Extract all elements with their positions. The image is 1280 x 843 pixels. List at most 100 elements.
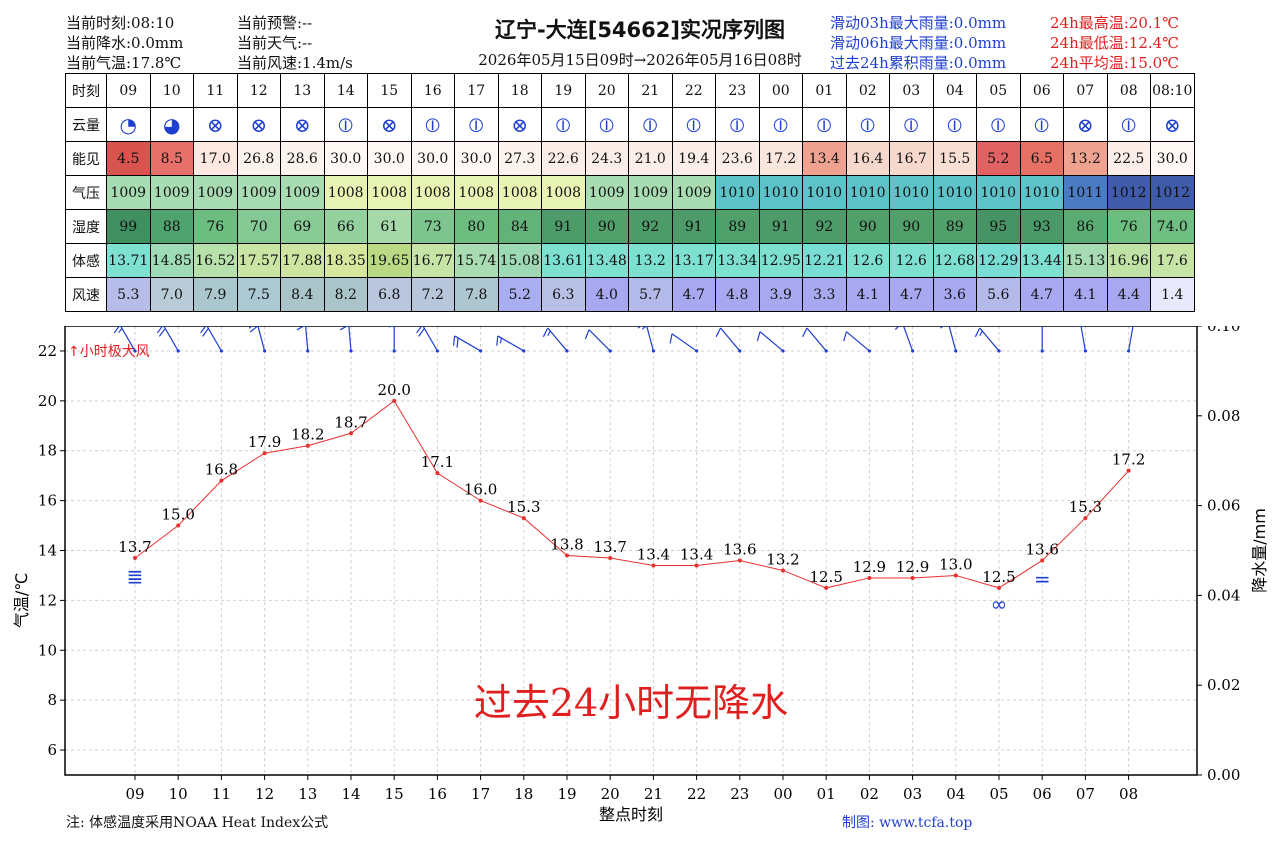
table-row-hour: 时刻 09 10 11 12 13 14 15 16 17 18 19 20 21 22 23 00 01 02 03…	[65, 73, 1195, 108]
feels-like-cell: 13.48	[584, 243, 629, 278]
y-tick-label: 12	[38, 591, 57, 609]
feels-like-cell: 16.77	[410, 243, 455, 278]
y2-tick-label: 0.00	[1207, 766, 1240, 784]
table-row-wind-speed: 风速 5.3 7.0 7.9 7.5 8.4 8.2 6.8 7.2 7.8 5.2 6.3 4.0 5.…	[65, 277, 1195, 312]
wind-barb	[248, 326, 267, 353]
pressure-cell: 1010	[1019, 175, 1064, 210]
feels-like-cell: 12.6	[889, 243, 934, 278]
humidity-cell: 61	[367, 209, 412, 244]
temperature-data-label: 17.2	[1112, 451, 1145, 469]
feels-like-cell: 16.96	[1106, 243, 1151, 278]
feels-like-cell: 12.29	[976, 243, 1021, 278]
humidity-cell: 73	[410, 209, 455, 244]
pressure-cell: 1008	[541, 175, 586, 210]
pressure-cell: 1009	[584, 175, 629, 210]
humidity-cell: 91	[541, 209, 586, 244]
cloud-cell: ⦶	[671, 107, 716, 142]
x-tick-label: 17	[471, 785, 490, 803]
pressure-cell: 1008	[410, 175, 455, 210]
y-tick-label: 20	[38, 392, 57, 410]
temperature-data-label: 13.8	[550, 535, 583, 553]
table-row-feels-like: 体感 13.71 14.85 16.52 17.57 17.88 18.35 19.65 16.…	[65, 243, 1195, 278]
feels-like-cell: 15.08	[497, 243, 542, 278]
temperature-data-label: 15.3	[507, 498, 540, 516]
visibility-cell: 5.2	[976, 141, 1021, 176]
feels-like-cell: 13.34	[715, 243, 760, 278]
x-tick-label: 21	[644, 785, 663, 803]
maker-credit[interactable]: 制图: www.tcfa.top	[842, 815, 973, 831]
temperature-point	[651, 563, 656, 568]
pressure-cell: 1010	[889, 175, 934, 210]
weather-symbol: =	[1034, 567, 1051, 591]
cloud-cell: ⦶	[1106, 107, 1151, 142]
temperature-point	[349, 431, 353, 436]
wind-barb	[715, 327, 742, 353]
rain-3h: 滑动03h最大雨量:0.0mm	[830, 14, 1007, 32]
x-tick-label: 16	[428, 785, 447, 803]
x-tick-label: 03	[903, 785, 922, 803]
hour-cell: 14	[323, 73, 368, 108]
hour-cell: 08	[1106, 73, 1151, 108]
wind-speed-cell: 4.7	[1019, 277, 1064, 312]
cloud-cell: ⊗	[193, 107, 238, 142]
pressure-cell: 1010	[715, 175, 760, 210]
feels-like-cell: 12.68	[932, 243, 977, 278]
pressure-cell: 1010	[758, 175, 803, 210]
y-tick-label: 8	[47, 691, 57, 709]
humidity-cell: 92	[802, 209, 847, 244]
y2-tick-label: 0.06	[1207, 497, 1240, 515]
wind-barb	[416, 326, 439, 353]
x-tick-label: 13	[298, 785, 317, 803]
wind-speed-cell: 4.1	[1063, 277, 1108, 312]
feels-like-cell: 19.65	[367, 243, 412, 278]
cloud-cell: ⦶	[1019, 107, 1064, 142]
wind-speed-cell: 7.2	[410, 277, 455, 312]
temperature-data-label: 12.9	[853, 558, 886, 576]
current-weather: 当前天气:--	[237, 34, 313, 52]
wind-speed-cell: 5.7	[628, 277, 673, 312]
hour-cell: 07	[1063, 73, 1108, 108]
hour-cell: 10	[149, 73, 194, 108]
temperature-point	[392, 398, 397, 403]
temperature-point	[176, 523, 181, 528]
wind-speed-cell: 3.9	[758, 277, 803, 312]
humidity-cell: 69	[280, 209, 325, 244]
humidity-cell: 86	[1063, 209, 1108, 244]
wind-barb	[802, 327, 828, 353]
temperature-data-label: 13.7	[593, 538, 626, 556]
wind-barb	[542, 327, 569, 353]
pressure-cell: 1009	[628, 175, 673, 210]
pressure-cell: 1011	[1063, 175, 1108, 210]
wind-speed-cell: 4.0	[584, 277, 629, 312]
hour-cell: 23	[715, 73, 760, 108]
time-range: 2026年05月15日09时→2026年05月16日08时	[478, 51, 802, 69]
humidity-cell: 90	[584, 209, 629, 244]
x-tick-label: 22	[687, 785, 706, 803]
hour-cell: 21	[628, 73, 673, 108]
x-tick-label: 04	[946, 785, 965, 803]
cloud-cell: ⦶	[889, 107, 934, 142]
temp-avg-24h: 24h平均温:15.0℃	[1050, 54, 1179, 72]
visibility-cell: 8.5	[149, 141, 194, 176]
humidity-cell: 74.0	[1150, 209, 1195, 244]
pressure-cell: 1009	[149, 175, 194, 210]
cloud-cell: ⦶	[628, 107, 673, 142]
temperature-data-label: 13.4	[680, 545, 713, 563]
feels-like-cell: 12.6	[845, 243, 890, 278]
y-axis-label: 气温/℃	[12, 573, 31, 628]
visibility-cell: 30.0	[323, 141, 368, 176]
y-tick-label: 14	[38, 542, 57, 560]
wind-speed-cell: 7.0	[149, 277, 194, 312]
cloud-cell: ⊗	[280, 107, 325, 142]
hour-cell: 06	[1019, 73, 1064, 108]
feels-like-cell: 17.57	[236, 243, 281, 278]
wind-barb	[1040, 326, 1044, 353]
visibility-cell: 4.5	[106, 141, 151, 176]
visibility-cell: 30.0	[454, 141, 499, 176]
row-label-wind-speed: 风速	[65, 277, 107, 312]
pressure-cell: 1008	[454, 175, 499, 210]
humidity-cell: 70	[236, 209, 281, 244]
wind-speed-cell: 5.2	[497, 277, 542, 312]
pressure-cell: 1008	[367, 175, 412, 210]
cloud-cell: ⦶	[715, 107, 760, 142]
